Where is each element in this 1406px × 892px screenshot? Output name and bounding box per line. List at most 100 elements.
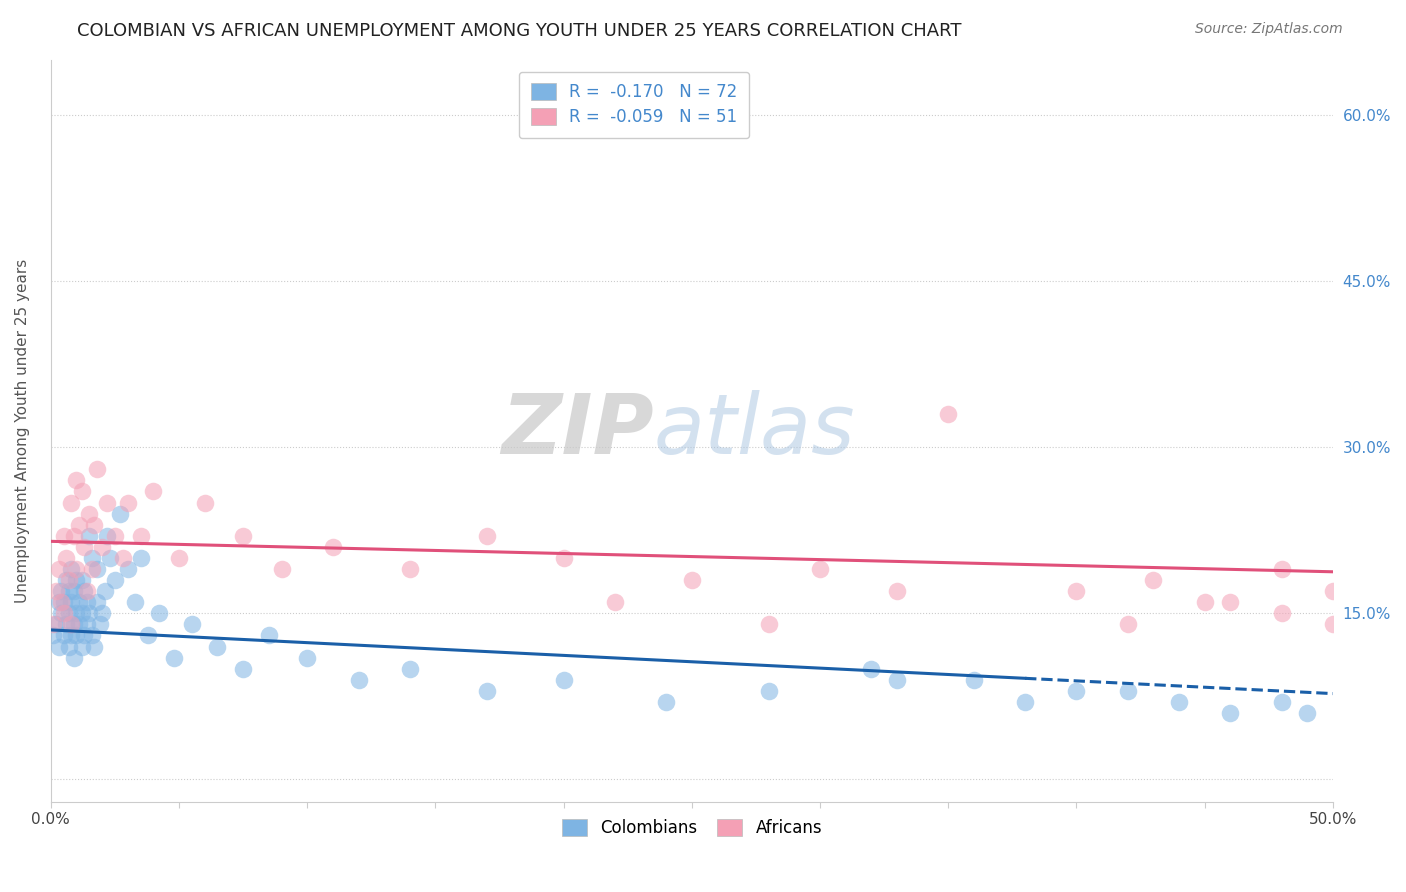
Point bbox=[270, 562, 292, 576]
Point bbox=[60, 495, 83, 509]
Point bbox=[129, 550, 152, 565]
Point bbox=[49, 607, 72, 621]
Point bbox=[1322, 617, 1344, 632]
Point bbox=[48, 640, 70, 654]
Point bbox=[1014, 695, 1036, 709]
Point bbox=[63, 617, 86, 632]
Point bbox=[58, 640, 80, 654]
Point bbox=[65, 474, 87, 488]
Point bbox=[79, 607, 101, 621]
Point bbox=[1116, 617, 1139, 632]
Point bbox=[52, 628, 75, 642]
Point bbox=[91, 607, 114, 621]
Point bbox=[1168, 695, 1191, 709]
Point bbox=[1194, 595, 1216, 609]
Point bbox=[73, 540, 96, 554]
Point bbox=[83, 640, 105, 654]
Point bbox=[117, 562, 139, 576]
Point bbox=[58, 573, 80, 587]
Point bbox=[86, 462, 108, 476]
Text: atlas: atlas bbox=[654, 390, 855, 471]
Point bbox=[65, 628, 87, 642]
Point bbox=[98, 550, 121, 565]
Point bbox=[96, 495, 118, 509]
Point bbox=[79, 529, 101, 543]
Point bbox=[104, 529, 127, 543]
Point bbox=[1270, 695, 1292, 709]
Point bbox=[89, 617, 111, 632]
Point bbox=[553, 550, 575, 565]
Point bbox=[52, 529, 75, 543]
Point bbox=[886, 584, 908, 599]
Point bbox=[603, 595, 626, 609]
Point bbox=[207, 640, 229, 654]
Point bbox=[1270, 562, 1292, 576]
Point bbox=[45, 617, 67, 632]
Point bbox=[104, 573, 127, 587]
Point bbox=[1142, 573, 1164, 587]
Point bbox=[886, 673, 908, 687]
Point bbox=[93, 584, 115, 599]
Point bbox=[1066, 683, 1088, 698]
Point bbox=[80, 550, 103, 565]
Point bbox=[180, 617, 202, 632]
Point bbox=[70, 607, 93, 621]
Point bbox=[80, 628, 103, 642]
Point bbox=[475, 529, 498, 543]
Legend: Colombians, Africans: Colombians, Africans bbox=[554, 810, 831, 846]
Point bbox=[63, 584, 86, 599]
Point bbox=[232, 662, 254, 676]
Point bbox=[70, 573, 93, 587]
Point bbox=[45, 584, 67, 599]
Point bbox=[73, 628, 96, 642]
Point bbox=[129, 529, 152, 543]
Point bbox=[42, 617, 65, 632]
Point bbox=[58, 607, 80, 621]
Point bbox=[60, 562, 83, 576]
Point bbox=[73, 584, 96, 599]
Point bbox=[142, 484, 165, 499]
Point bbox=[48, 562, 70, 576]
Point bbox=[65, 607, 87, 621]
Point bbox=[70, 640, 93, 654]
Point bbox=[1066, 584, 1088, 599]
Point bbox=[163, 650, 186, 665]
Point bbox=[257, 628, 280, 642]
Point bbox=[67, 617, 90, 632]
Point bbox=[52, 607, 75, 621]
Point bbox=[297, 650, 319, 665]
Point bbox=[553, 673, 575, 687]
Point bbox=[936, 407, 959, 421]
Point bbox=[108, 507, 131, 521]
Point bbox=[167, 550, 190, 565]
Text: ZIP: ZIP bbox=[501, 390, 654, 471]
Point bbox=[111, 550, 134, 565]
Point bbox=[55, 573, 77, 587]
Point bbox=[148, 607, 170, 621]
Point bbox=[52, 595, 75, 609]
Text: COLOMBIAN VS AFRICAN UNEMPLOYMENT AMONG YOUTH UNDER 25 YEARS CORRELATION CHART: COLOMBIAN VS AFRICAN UNEMPLOYMENT AMONG … bbox=[77, 22, 962, 40]
Point bbox=[655, 695, 678, 709]
Point bbox=[860, 662, 883, 676]
Point bbox=[681, 573, 703, 587]
Point bbox=[475, 683, 498, 698]
Point bbox=[124, 595, 146, 609]
Point bbox=[83, 517, 105, 532]
Point bbox=[49, 595, 72, 609]
Point bbox=[322, 540, 344, 554]
Point bbox=[79, 507, 101, 521]
Point bbox=[758, 617, 780, 632]
Point bbox=[963, 673, 986, 687]
Point bbox=[49, 584, 72, 599]
Point bbox=[55, 550, 77, 565]
Point bbox=[1322, 584, 1344, 599]
Point bbox=[136, 628, 159, 642]
Point bbox=[67, 517, 90, 532]
Text: Source: ZipAtlas.com: Source: ZipAtlas.com bbox=[1195, 22, 1343, 37]
Point bbox=[758, 683, 780, 698]
Point bbox=[1296, 706, 1319, 720]
Point bbox=[80, 562, 103, 576]
Point bbox=[398, 562, 420, 576]
Point bbox=[1116, 683, 1139, 698]
Point bbox=[67, 595, 90, 609]
